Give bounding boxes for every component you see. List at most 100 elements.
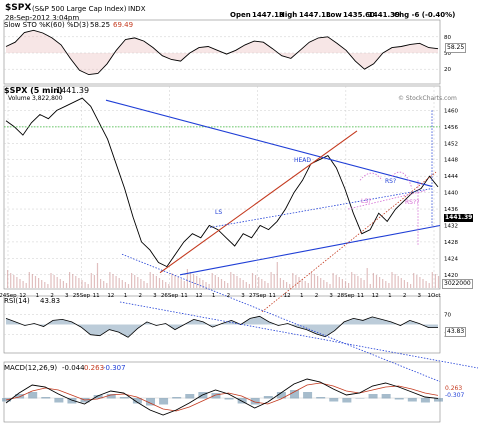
volume-bar <box>165 282 167 288</box>
volume-bar <box>10 273 12 288</box>
x-tick-label: 24Sep <box>0 293 17 299</box>
macd-histogram-bar <box>106 394 116 399</box>
volume-value-box: 3022000 <box>442 279 473 289</box>
price-tick-1428: 1428 <box>444 240 458 246</box>
open-label: Open <box>230 11 251 19</box>
x-tick-label: 2 <box>50 293 54 299</box>
x-tick-label: 12 <box>372 293 379 299</box>
volume-bar <box>251 273 254 288</box>
annotation-ls: LS <box>215 209 223 216</box>
price-tick-1436: 1436 <box>444 207 458 213</box>
annotation-head: HEAD <box>294 157 312 164</box>
x-tick-label: 12 <box>195 293 202 299</box>
macd-value-box-2: -0.307 <box>445 392 465 399</box>
volume-bar <box>16 277 18 288</box>
macd-histogram-bar <box>329 398 339 402</box>
series-lines <box>5 29 439 416</box>
lower-trendline <box>179 224 441 276</box>
low-label: Low <box>326 11 342 19</box>
volume-bar <box>90 273 92 288</box>
volume-bar <box>403 280 405 288</box>
volume-bar <box>69 272 71 288</box>
volume-bar <box>351 272 353 288</box>
macd-line <box>5 378 439 416</box>
volume-bar <box>239 278 241 288</box>
volume-bar <box>385 281 387 288</box>
volume-bar <box>434 274 436 288</box>
axis-labels: 2050801420142414281432143614401444144814… <box>0 35 458 339</box>
volume-bar <box>41 280 43 288</box>
x-tick-label: 11 <box>269 293 276 299</box>
volume-bar <box>245 282 247 288</box>
price-value-box: 1441.39 <box>444 214 474 222</box>
change-value: Chg -6 (-0.40%) <box>394 11 456 19</box>
macd-histogram-bar <box>394 398 404 400</box>
x-tick-label: 1Oct <box>427 293 441 299</box>
volume-bar <box>227 283 229 288</box>
volume-bar <box>202 280 204 288</box>
x-tick-label: 1 <box>388 293 392 299</box>
volume-bar <box>332 273 334 288</box>
neckline-dotted <box>209 188 433 228</box>
x-tick-label: 3 <box>65 293 69 299</box>
macd-histogram-bar <box>420 398 430 403</box>
macd-histogram-bar <box>355 398 365 399</box>
volume-bar <box>391 272 393 288</box>
volume-bar <box>31 274 33 288</box>
sto-d-value: 69.49 <box>113 21 134 29</box>
x-tick-label: 3 <box>418 293 422 299</box>
volume-bar <box>348 283 350 288</box>
volume-bar <box>118 278 120 288</box>
x-tick-label: 2 <box>315 293 319 299</box>
sto-tick-20: 20 <box>444 67 451 73</box>
macd-value-box-1: 0.263 <box>445 385 463 392</box>
volume-bar <box>236 276 238 288</box>
macd-histogram-bar <box>146 398 155 406</box>
volume-bar <box>400 278 402 288</box>
volume-bar <box>264 281 266 288</box>
macd-histogram-bar <box>119 397 129 399</box>
volume-bar <box>428 283 430 288</box>
volume-bar <box>261 279 263 288</box>
volume-bar <box>233 274 235 288</box>
panel-frame-sto <box>3 19 441 85</box>
volume-bar <box>131 273 133 288</box>
sto-title: Slow STO %K(60) %D(3) <box>4 21 89 29</box>
volume-bar <box>186 269 188 288</box>
volume-bar <box>357 276 359 288</box>
macd-histogram-bar <box>368 394 378 399</box>
volume-bar <box>134 275 136 288</box>
low-value: 1435.60 <box>343 11 375 19</box>
volume-bar <box>338 277 340 288</box>
volume-bar <box>19 279 21 288</box>
rsi-value: 43.83 <box>40 297 61 305</box>
volume-bar <box>282 280 285 288</box>
volume-bar <box>193 274 195 288</box>
volume-bar <box>397 276 399 288</box>
macd-histogram-bar <box>15 394 25 399</box>
volume-bar <box>326 282 328 288</box>
volume-bar <box>7 270 9 288</box>
volume-bar <box>75 276 77 288</box>
volume-bar <box>214 275 216 288</box>
panel-frame-macd <box>3 361 441 423</box>
volume-bar <box>65 283 68 288</box>
volume-bar <box>248 284 250 288</box>
macd-histogram-bar <box>407 398 417 402</box>
volume-bar <box>137 277 139 288</box>
volume-bar <box>208 284 210 288</box>
red-dotted-line <box>261 171 437 313</box>
volume-bar <box>310 272 312 288</box>
x-tick-label: 26Sep <box>161 293 179 299</box>
volume-bar <box>78 278 80 288</box>
volume-bar <box>323 280 325 288</box>
volume-bar <box>317 276 319 288</box>
macd-v2: 0.263 <box>84 364 105 372</box>
volume-bar <box>72 274 74 288</box>
x-tick-label: 1 <box>212 293 216 299</box>
volume-bar <box>146 283 148 288</box>
macd-histogram-bar <box>263 396 273 399</box>
pattern-annotations <box>359 171 413 189</box>
volume-bar <box>177 277 179 288</box>
volume-bar <box>304 281 306 288</box>
